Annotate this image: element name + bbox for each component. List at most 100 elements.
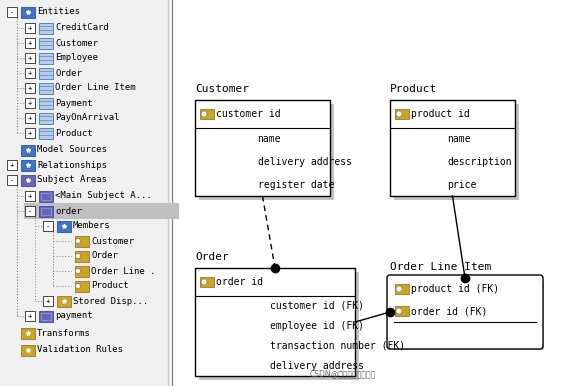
Text: -: - [28,208,32,214]
Bar [25,311,35,321]
Text: product id (FK): product id (FK) [411,284,499,294]
Text: Entities: Entities [37,7,80,17]
Text: Order: Order [91,252,118,261]
Bar [25,128,35,138]
Bar [39,22,53,34]
Bar [75,251,89,261]
Text: customer id (FK): customer id (FK) [270,301,364,311]
Text: Customer: Customer [91,237,134,245]
Text: +: + [28,130,32,136]
Text: Product: Product [390,84,437,94]
Bar [25,98,35,108]
Bar [394,104,519,200]
Bar [0,0,170,386]
Bar [25,53,35,63]
Text: product id: product id [411,109,470,119]
Text: +: + [28,100,32,106]
Text: price: price [448,179,477,190]
Bar [7,175,17,185]
Text: -: - [10,177,14,183]
Bar [7,160,17,170]
Bar [25,83,35,93]
Text: Customer: Customer [195,84,249,94]
Text: description: description [448,157,512,167]
Bar [21,327,35,339]
Text: Members: Members [73,222,111,230]
Bar [200,277,214,287]
Bar [43,296,53,306]
Bar [390,100,515,196]
Text: +: + [28,313,32,319]
Bar [170,0,573,386]
Circle shape [201,279,207,285]
Bar [24,203,179,219]
Bar [75,235,89,247]
Text: Transforms: Transforms [37,328,91,337]
Circle shape [76,283,80,288]
Text: Order Line .: Order Line . [91,266,155,276]
Text: customer id: customer id [216,109,281,119]
Bar [39,83,53,93]
Bar [39,68,53,78]
Bar [39,112,53,124]
Text: +: + [28,40,32,46]
Text: Product: Product [91,281,128,291]
Text: Model Sources: Model Sources [37,146,107,154]
Circle shape [76,254,80,259]
Bar [199,104,334,200]
Bar [200,109,214,119]
Text: order: order [55,207,82,215]
Bar [39,98,53,108]
Text: +: + [28,55,32,61]
Circle shape [76,239,80,244]
Circle shape [396,308,402,314]
Text: Payment: Payment [55,98,93,107]
Text: +: + [28,85,32,91]
Bar [7,7,17,17]
Bar [394,282,544,350]
Text: Stored Disp...: Stored Disp... [73,296,148,305]
Text: Subject Areas: Subject Areas [37,176,107,185]
Bar [39,37,53,49]
Bar [41,193,51,200]
Bar [395,109,409,119]
Text: <Main Subject A...: <Main Subject A... [55,191,152,200]
Text: +: + [28,115,32,121]
FancyBboxPatch shape [387,275,543,349]
Bar [395,306,409,316]
Bar [43,221,53,231]
Bar [25,23,35,33]
Text: Relationships: Relationships [37,161,107,169]
Text: -: - [10,9,14,15]
Text: delivery address: delivery address [270,361,364,371]
Bar [21,174,35,186]
Text: transaction number (FK): transaction number (FK) [270,341,405,351]
Bar [39,310,53,322]
Circle shape [396,111,402,117]
Text: order id (FK): order id (FK) [411,306,488,316]
Text: delivery address: delivery address [257,157,351,167]
Bar [39,205,53,217]
Bar [195,100,330,196]
Bar [41,208,51,215]
Text: Employee: Employee [55,54,98,63]
Text: +: + [46,298,50,304]
Text: +: + [28,25,32,31]
Bar [25,38,35,48]
Bar [39,191,53,201]
Bar [57,220,71,232]
Text: Customer: Customer [55,39,98,47]
Bar [199,272,359,380]
Text: Order Line Item: Order Line Item [55,83,136,93]
Text: +: + [28,70,32,76]
Bar [21,144,35,156]
Circle shape [201,111,207,117]
Text: Order: Order [195,252,229,262]
Circle shape [396,286,402,292]
Text: order id: order id [216,277,263,287]
Bar [395,284,409,294]
Circle shape [76,269,80,274]
Bar [25,113,35,123]
Text: PayOnArrival: PayOnArrival [55,113,120,122]
Bar [25,191,35,201]
